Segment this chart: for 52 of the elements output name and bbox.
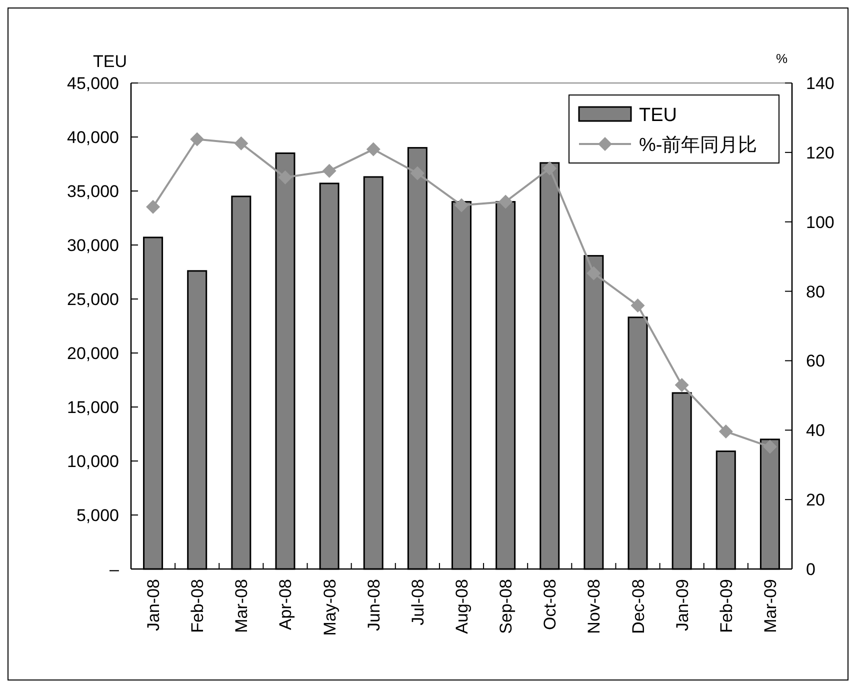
- point: [718, 424, 733, 439]
- x-tick-label: May-08: [320, 579, 340, 636]
- point: [410, 166, 424, 180]
- legend-label: %-前年同月比: [639, 135, 758, 156]
- x-tick-label: Mar-09: [760, 579, 780, 633]
- x-tick-label: Feb-08: [188, 579, 208, 633]
- y-tick-label: 15,000: [67, 398, 119, 417]
- y-tick-label: 20,000: [67, 344, 119, 363]
- x-tick-label: Nov-08: [584, 579, 604, 634]
- x-tick-label: Mar-08: [232, 579, 252, 633]
- point: [542, 161, 557, 176]
- y-tick-label: 10,000: [67, 452, 119, 471]
- x-tick-label: Feb-09: [716, 579, 736, 633]
- x-tick-label: Jan-08: [144, 579, 164, 631]
- point: [498, 194, 513, 209]
- x-tick-label: Sep-08: [496, 579, 516, 634]
- y-tick-label: 25,000: [67, 290, 119, 309]
- y2-tick-label: 120: [806, 143, 834, 162]
- legend-label: TEU: [639, 105, 677, 126]
- point: [586, 266, 601, 280]
- point: [322, 164, 336, 178]
- y2-tick-label: 20: [806, 490, 825, 510]
- point: [674, 378, 689, 392]
- y2-tick-label: 100: [806, 212, 834, 232]
- y2-tick-label: 80: [806, 282, 825, 302]
- x-tick-label: Dec-08: [628, 579, 648, 634]
- x-tick-label: Apr-08: [276, 579, 296, 630]
- y-axis-title: TEU: [93, 52, 127, 71]
- y2-axis-title: %: [776, 51, 788, 66]
- point: [278, 170, 292, 184]
- y2-tick-label: 40: [806, 421, 825, 440]
- point: [146, 200, 160, 214]
- y2-tick-label: 140: [806, 74, 834, 93]
- x-tick-label: Aug-08: [452, 579, 472, 634]
- y-tick-label: 35,000: [67, 182, 119, 201]
- y-tick-label: 5,000: [76, 506, 119, 525]
- y-tick-label: –: [110, 560, 120, 579]
- x-tick-label: Oct-08: [540, 579, 560, 630]
- point: [630, 298, 645, 313]
- point: [454, 198, 468, 212]
- x-tick-label: Jan-09: [672, 579, 692, 631]
- y-tick-label: 40,000: [67, 128, 119, 147]
- y2-tick-label: 60: [806, 352, 825, 371]
- point: [762, 440, 777, 454]
- point: [366, 142, 380, 156]
- x-tick-label: Jul-08: [408, 579, 428, 626]
- y-tick-label: 45,000: [67, 74, 119, 93]
- point: [190, 132, 204, 146]
- y-tick-label: 30,000: [67, 236, 119, 255]
- point: [234, 136, 248, 150]
- y2-tick-label: 0: [806, 560, 816, 579]
- x-tick-label: Jun-08: [364, 579, 384, 631]
